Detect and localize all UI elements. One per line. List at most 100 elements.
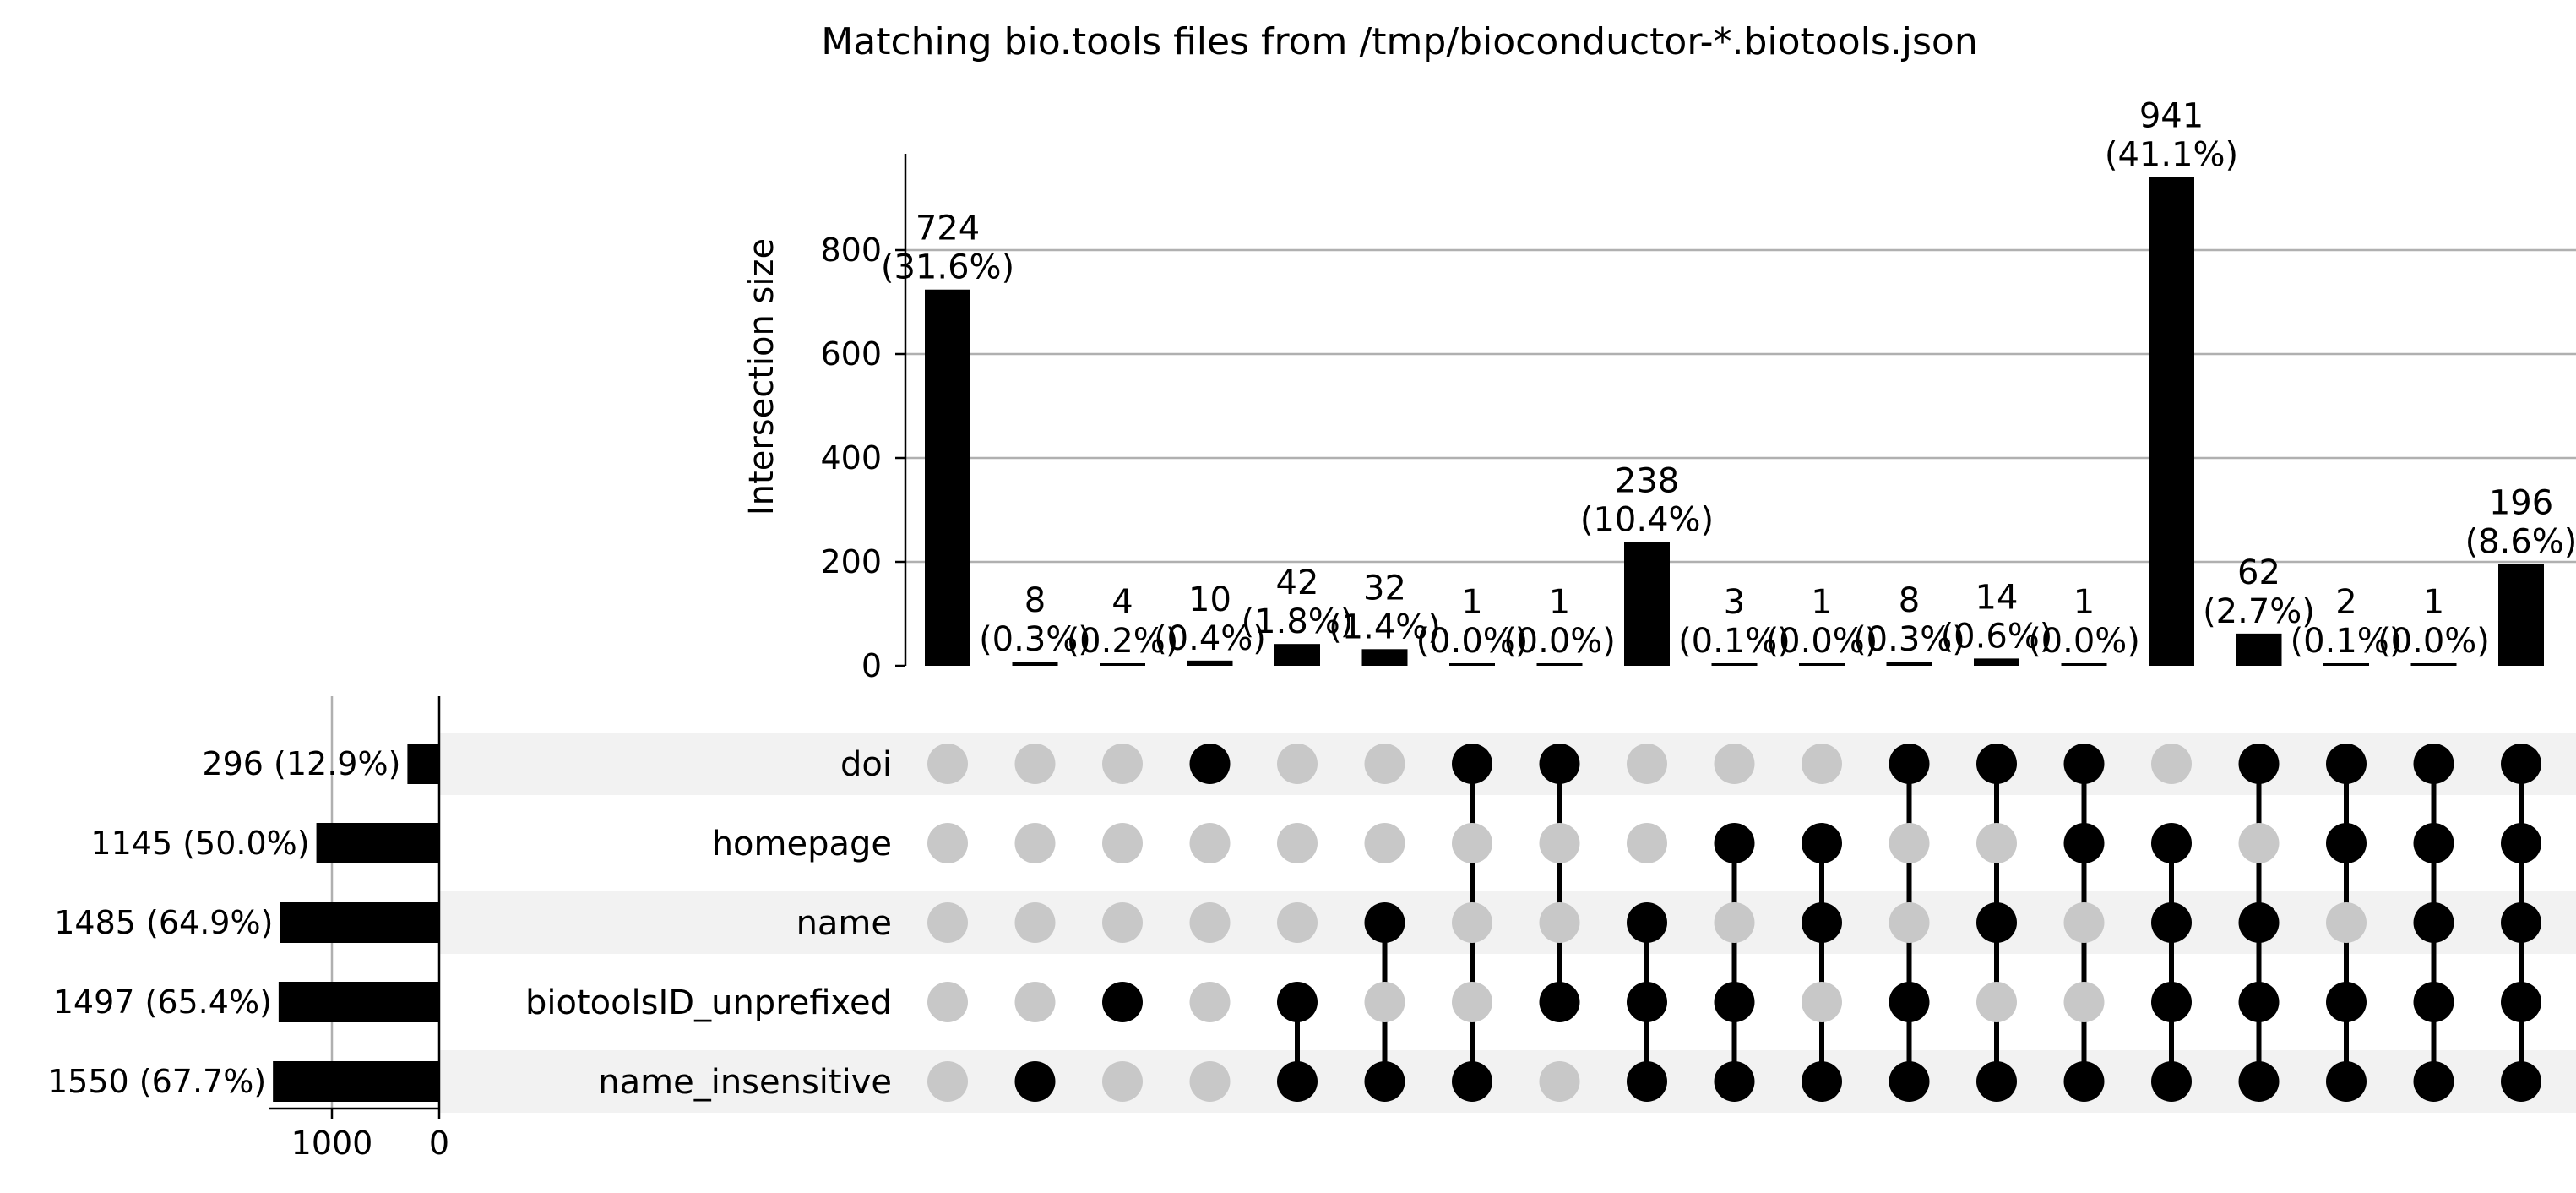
membership-dot-active — [1364, 1061, 1405, 1102]
bar-count-label: 32 — [1363, 569, 1406, 607]
membership-dot-active — [1802, 823, 1842, 863]
membership-dot-inactive — [1802, 744, 1842, 784]
intersection-bar — [2323, 663, 2369, 666]
membership-dot-active — [2413, 902, 2454, 943]
membership-dot-inactive — [1102, 823, 1143, 863]
y-axis-label: Intersection size — [742, 238, 781, 515]
bar-count-label: 62 — [2237, 553, 2280, 592]
intersection-bar — [1012, 662, 1058, 666]
membership-dot-inactive — [1539, 1061, 1580, 1102]
intersection-bar — [1624, 542, 1670, 666]
bar-percent-label: (0.0%) — [1503, 622, 1616, 661]
bar-percent-label: (0.3%) — [979, 620, 1091, 659]
membership-dot-inactive — [2063, 902, 2105, 943]
set-label-homepage: homepage — [712, 825, 892, 863]
membership-dot-active — [1714, 1061, 1755, 1102]
set-total-label: 1485 (64.9%) — [54, 904, 273, 941]
set-label-name: name — [796, 904, 892, 943]
membership-dot-active — [2151, 902, 2192, 943]
totals-x-tick-label: 1000 — [291, 1125, 373, 1162]
bar-count-label: 14 — [1975, 578, 2019, 617]
intersection-bar — [1449, 663, 1495, 666]
intersection-bar — [2061, 663, 2107, 666]
set-total-label: 1497 (65.4%) — [53, 983, 272, 1021]
bar-count-label: 1 — [2423, 583, 2444, 622]
membership-dot-inactive — [1014, 902, 1056, 943]
membership-dot-active — [1277, 982, 1318, 1022]
membership-dot-inactive — [2326, 902, 2367, 943]
set-label-doi: doi — [840, 745, 892, 784]
membership-dot-inactive — [927, 823, 968, 863]
membership-dot-inactive — [1539, 902, 1580, 943]
bar-count-label: 8 — [1899, 581, 1920, 620]
membership-dot-active — [2501, 823, 2541, 863]
membership-dot-active — [1627, 902, 1667, 943]
set-total-bar — [278, 982, 439, 1022]
intersection-bar — [1100, 663, 1145, 666]
membership-dot-active — [1277, 1061, 1318, 1102]
membership-dot-inactive — [1364, 823, 1405, 863]
membership-dot-active — [1014, 1061, 1056, 1102]
row-shade-doi — [439, 733, 2576, 795]
membership-dot-active — [2063, 744, 2105, 784]
intersection-bars — [925, 177, 2544, 666]
membership-dot-active — [1889, 982, 1930, 1022]
membership-dot-inactive — [1364, 744, 1405, 784]
gridlines — [905, 248, 2576, 564]
bar-labels: 724(31.6%)8(0.3%)4(0.2%)10(0.4%)42(1.8%)… — [881, 96, 2576, 661]
bar-percent-label: (10.4%) — [1580, 501, 1714, 540]
y-tick-label: 400 — [820, 439, 882, 477]
intersection-bar — [2410, 663, 2457, 666]
membership-dot-inactive — [1189, 1061, 1231, 1102]
membership-dot-inactive — [1189, 823, 1231, 863]
membership-dot-active — [1452, 744, 1492, 784]
intersection-bar — [2498, 564, 2544, 666]
membership-dot-active — [2326, 744, 2367, 784]
set-total-bar — [273, 1061, 439, 1102]
membership-dot-inactive — [1364, 982, 1405, 1022]
membership-dot-inactive — [2063, 982, 2105, 1022]
row-shade-name — [439, 891, 2576, 954]
bar-percent-label: (2.7%) — [2203, 592, 2315, 631]
intersection-bar — [1799, 663, 1845, 666]
set-total-bar — [316, 823, 439, 863]
bar-percent-label: (0.1%) — [1678, 622, 1791, 661]
intersection-bar — [1974, 658, 2019, 666]
membership-dot-inactive — [1014, 982, 1056, 1022]
bar-count-label: 1 — [2073, 583, 2095, 622]
membership-dot-active — [1539, 744, 1580, 784]
bar-count-label: 196 — [2489, 483, 2553, 522]
row-shade-name_insensitive — [439, 1050, 2576, 1113]
membership-dot-active — [2151, 982, 2192, 1022]
membership-dot-active — [1189, 744, 1231, 784]
membership-dot-inactive — [1976, 982, 2017, 1022]
membership-dot-inactive — [927, 1061, 968, 1102]
intersection-bar — [1536, 663, 1583, 666]
membership-dot-active — [2151, 1061, 2192, 1102]
membership-dot-active — [1714, 982, 1755, 1022]
membership-dot-inactive — [1189, 982, 1231, 1022]
matrix-row-shading — [439, 733, 2576, 1113]
chart-title: Matching bio.tools files from /tmp/bioco… — [821, 20, 1977, 63]
membership-dot-inactive — [1277, 823, 1318, 863]
membership-dot-active — [1976, 1061, 2017, 1102]
bar-count-label: 238 — [1615, 462, 1679, 501]
membership-matrix — [927, 744, 2541, 1102]
bar-percent-label: (0.0%) — [2378, 622, 2490, 661]
set-total-label: 296 (12.9%) — [202, 745, 400, 782]
membership-dot-active — [2413, 823, 2454, 863]
membership-dot-active — [1714, 823, 1755, 863]
membership-dot-active — [2238, 902, 2280, 943]
membership-dot-active — [1539, 982, 1580, 1022]
membership-dot-active — [2326, 982, 2367, 1022]
membership-dot-inactive — [1014, 744, 1056, 784]
set-total-label: 1550 (67.7%) — [47, 1063, 266, 1100]
membership-dot-active — [1889, 744, 1930, 784]
y-tick-label: 800 — [820, 232, 882, 269]
membership-dot-active — [2238, 1061, 2280, 1102]
membership-dot-inactive — [1452, 823, 1492, 863]
membership-dot-active — [1364, 902, 1405, 943]
membership-dot-active — [1627, 982, 1667, 1022]
bar-count-label: 1 — [1549, 583, 1570, 622]
